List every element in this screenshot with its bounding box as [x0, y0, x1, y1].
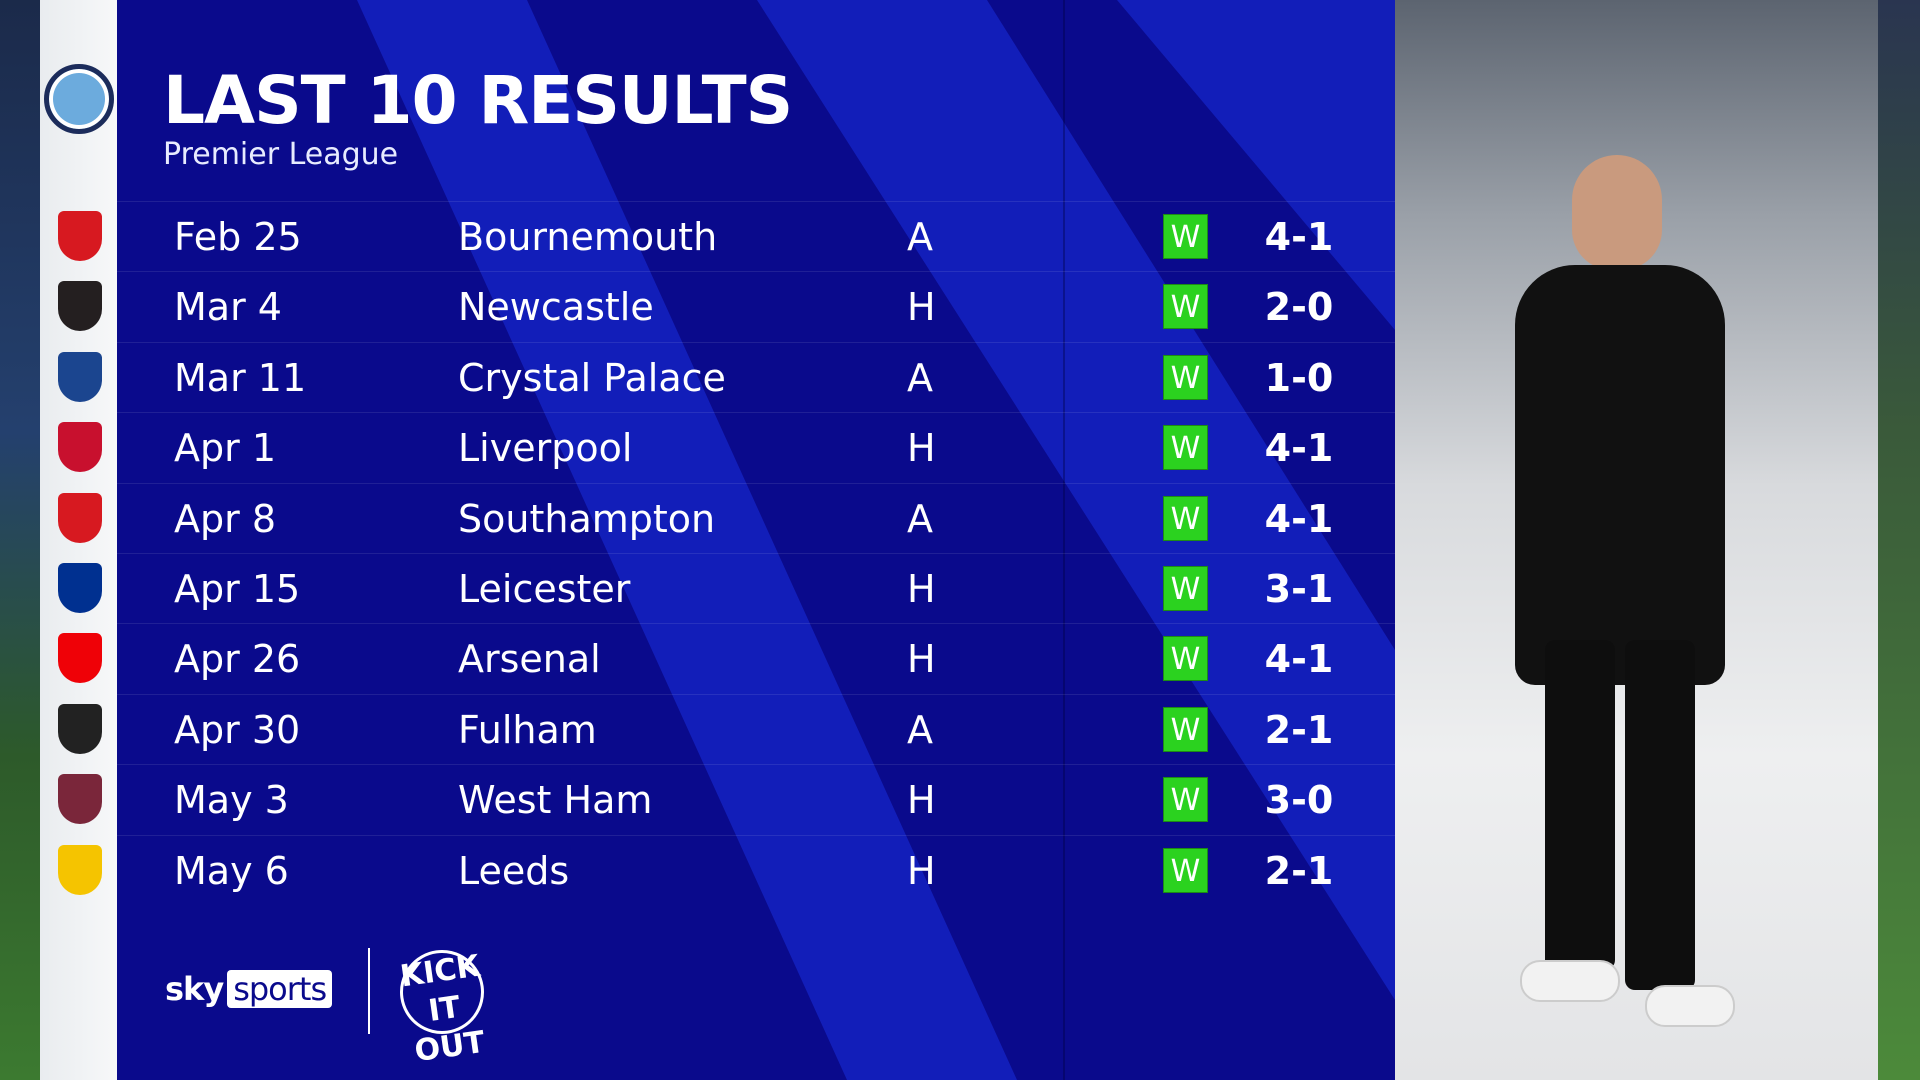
venue: A	[907, 707, 933, 752]
opponent-name: West Ham	[458, 778, 653, 823]
column-divider	[1063, 0, 1065, 1080]
match-date: Apr 26	[174, 637, 301, 682]
score: 3-0	[1264, 778, 1334, 823]
opponent-crest-icon	[58, 211, 102, 261]
win-badge: W	[1163, 706, 1208, 752]
opponent-crest-icon	[58, 492, 102, 543]
result-row: May 6 Leeds H W 2-1	[117, 834, 1395, 905]
logo-divider	[368, 948, 370, 1034]
page-title: LAST 10 RESULTS	[163, 62, 793, 139]
win-badge: W	[1163, 284, 1208, 330]
opponent-name: Bournemouth	[458, 215, 718, 259]
opponent-name: Leeds	[458, 848, 570, 893]
result-row: Feb 25 Bournemouth A W 4-1	[117, 201, 1395, 271]
venue: A	[907, 355, 933, 400]
score: 2-1	[1264, 848, 1334, 893]
score: 4-1	[1264, 426, 1334, 471]
manchester-city-crest-icon	[44, 64, 114, 134]
opponent-name: Newcastle	[458, 285, 654, 330]
venue: A	[907, 496, 933, 541]
venue: H	[907, 426, 936, 471]
opponent-name: Southampton	[458, 496, 716, 541]
manager-photo	[1395, 0, 1878, 1080]
background-stripes	[357, 0, 1395, 1080]
win-badge: W	[1163, 777, 1208, 823]
win-badge: W	[1163, 214, 1208, 259]
result-row: Apr 1 Liverpool H W 4-1	[117, 412, 1395, 482]
score: 2-1	[1264, 707, 1334, 752]
win-badge: W	[1163, 495, 1208, 541]
result-row: Apr 8 Southampton A W 4-1	[117, 482, 1395, 553]
venue: H	[907, 848, 936, 893]
opponent-crest-icon	[58, 633, 102, 684]
opponent-crest-icon	[58, 281, 102, 332]
opponent-name: Fulham	[458, 707, 597, 752]
match-date: Mar 4	[174, 285, 282, 330]
stadium-background-right	[1878, 0, 1920, 1080]
competition-subtitle: Premier League	[163, 137, 399, 172]
match-date: May 3	[174, 778, 289, 823]
win-badge: W	[1163, 354, 1208, 400]
match-date: Apr 1	[174, 426, 276, 471]
result-row: May 3 West Ham H W 3-0	[117, 764, 1395, 834]
sky-sports-logo: sky sports	[165, 970, 333, 1008]
stadium-background-left	[0, 0, 40, 1080]
score: 4-1	[1264, 496, 1334, 541]
result-row: Mar 4 Newcastle H W 2-0	[117, 271, 1395, 341]
result-row: Apr 15 Leicester H W 3-1	[117, 553, 1395, 623]
opponent-name: Leicester	[458, 567, 631, 611]
win-badge: W	[1163, 425, 1208, 471]
win-badge: W	[1163, 636, 1208, 682]
result-row: Apr 26 Arsenal H W 4-1	[117, 623, 1395, 693]
venue: A	[907, 215, 933, 259]
venue: H	[907, 778, 936, 823]
match-date: Mar 11	[174, 355, 307, 400]
venue: H	[907, 285, 936, 330]
match-date: Apr 8	[174, 496, 276, 541]
venue: H	[907, 567, 936, 611]
score: 4-1	[1264, 637, 1334, 682]
opponent-name: Crystal Palace	[458, 355, 726, 400]
score: 1-0	[1264, 355, 1334, 400]
opponent-crest-icon	[58, 351, 102, 402]
score: 2-0	[1264, 285, 1334, 330]
venue: H	[907, 637, 936, 682]
score: 3-1	[1264, 567, 1334, 611]
opponent-crest-icon	[58, 422, 102, 473]
opponent-crest-icon	[58, 774, 102, 825]
opponent-crest-icon	[58, 844, 102, 895]
opponent-crest-icon	[58, 563, 102, 613]
score: 4-1	[1264, 215, 1334, 259]
match-date: Apr 15	[174, 567, 301, 611]
result-row: Mar 11 Crystal Palace A W 1-0	[117, 341, 1395, 412]
opponent-name: Arsenal	[458, 637, 601, 682]
match-date: Apr 30	[174, 707, 301, 752]
match-date: Feb 25	[174, 215, 302, 259]
win-badge: W	[1163, 566, 1208, 611]
win-badge: W	[1163, 847, 1208, 893]
opponent-name: Liverpool	[458, 426, 633, 471]
match-date: May 6	[174, 848, 289, 893]
result-row: Apr 30 Fulham A W 2-1	[117, 693, 1395, 764]
opponent-crest-icon	[58, 703, 102, 754]
